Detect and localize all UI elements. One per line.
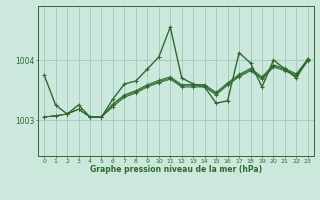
X-axis label: Graphe pression niveau de la mer (hPa): Graphe pression niveau de la mer (hPa) <box>90 165 262 174</box>
